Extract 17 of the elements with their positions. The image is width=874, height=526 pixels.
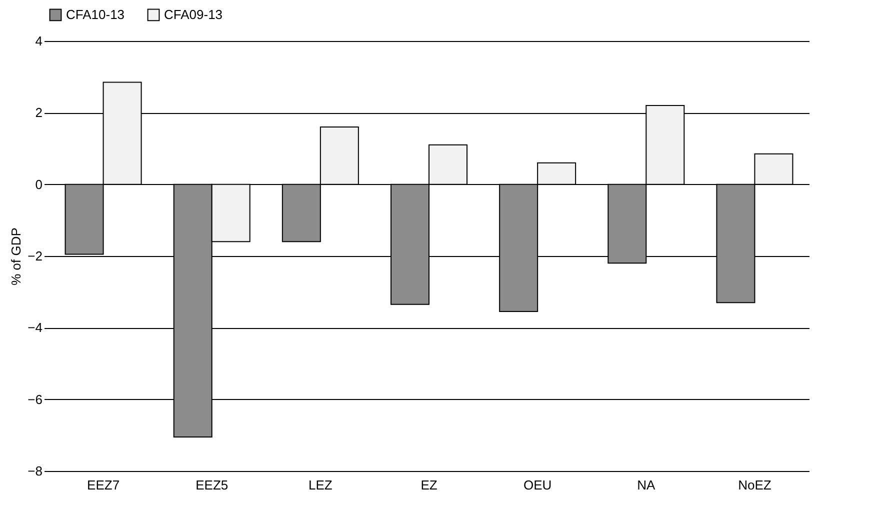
x-tick-label: EEZ5 bbox=[196, 478, 228, 492]
y-tick-label: −4 bbox=[28, 320, 42, 336]
x-tick-label: EZ bbox=[420, 478, 438, 492]
y-tick-label: 0 bbox=[35, 176, 42, 192]
y-axis-title: % of GDP bbox=[8, 228, 24, 286]
legend-label: CFA09-13 bbox=[164, 6, 223, 22]
x-tick-label: NA bbox=[637, 478, 656, 492]
x-tick-label: EEZ7 bbox=[87, 478, 120, 492]
y-tick-label: −8 bbox=[28, 464, 42, 478]
x-tick-label: NoEZ bbox=[738, 478, 772, 492]
x-tick-label: LEZ bbox=[308, 478, 332, 492]
y-tick-label: −6 bbox=[28, 392, 42, 407]
x-tick-label: OEU bbox=[523, 478, 552, 492]
legend-label: CFA10-13 bbox=[66, 6, 125, 22]
y-tick-label: 2 bbox=[35, 105, 42, 120]
y-tick-label: 4 bbox=[35, 34, 42, 48]
y-tick-label: −2 bbox=[28, 248, 42, 264]
